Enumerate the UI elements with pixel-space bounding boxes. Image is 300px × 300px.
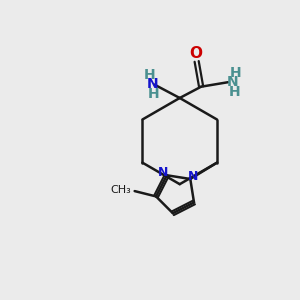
Text: N: N — [146, 77, 158, 91]
Text: H: H — [230, 66, 241, 80]
Text: N: N — [158, 167, 168, 179]
Text: N: N — [226, 75, 238, 89]
Text: O: O — [190, 46, 202, 62]
Text: H: H — [148, 87, 160, 101]
Text: CH₃: CH₃ — [110, 184, 131, 195]
Text: H: H — [143, 68, 155, 82]
Text: N: N — [188, 169, 198, 182]
Text: H: H — [229, 85, 240, 99]
